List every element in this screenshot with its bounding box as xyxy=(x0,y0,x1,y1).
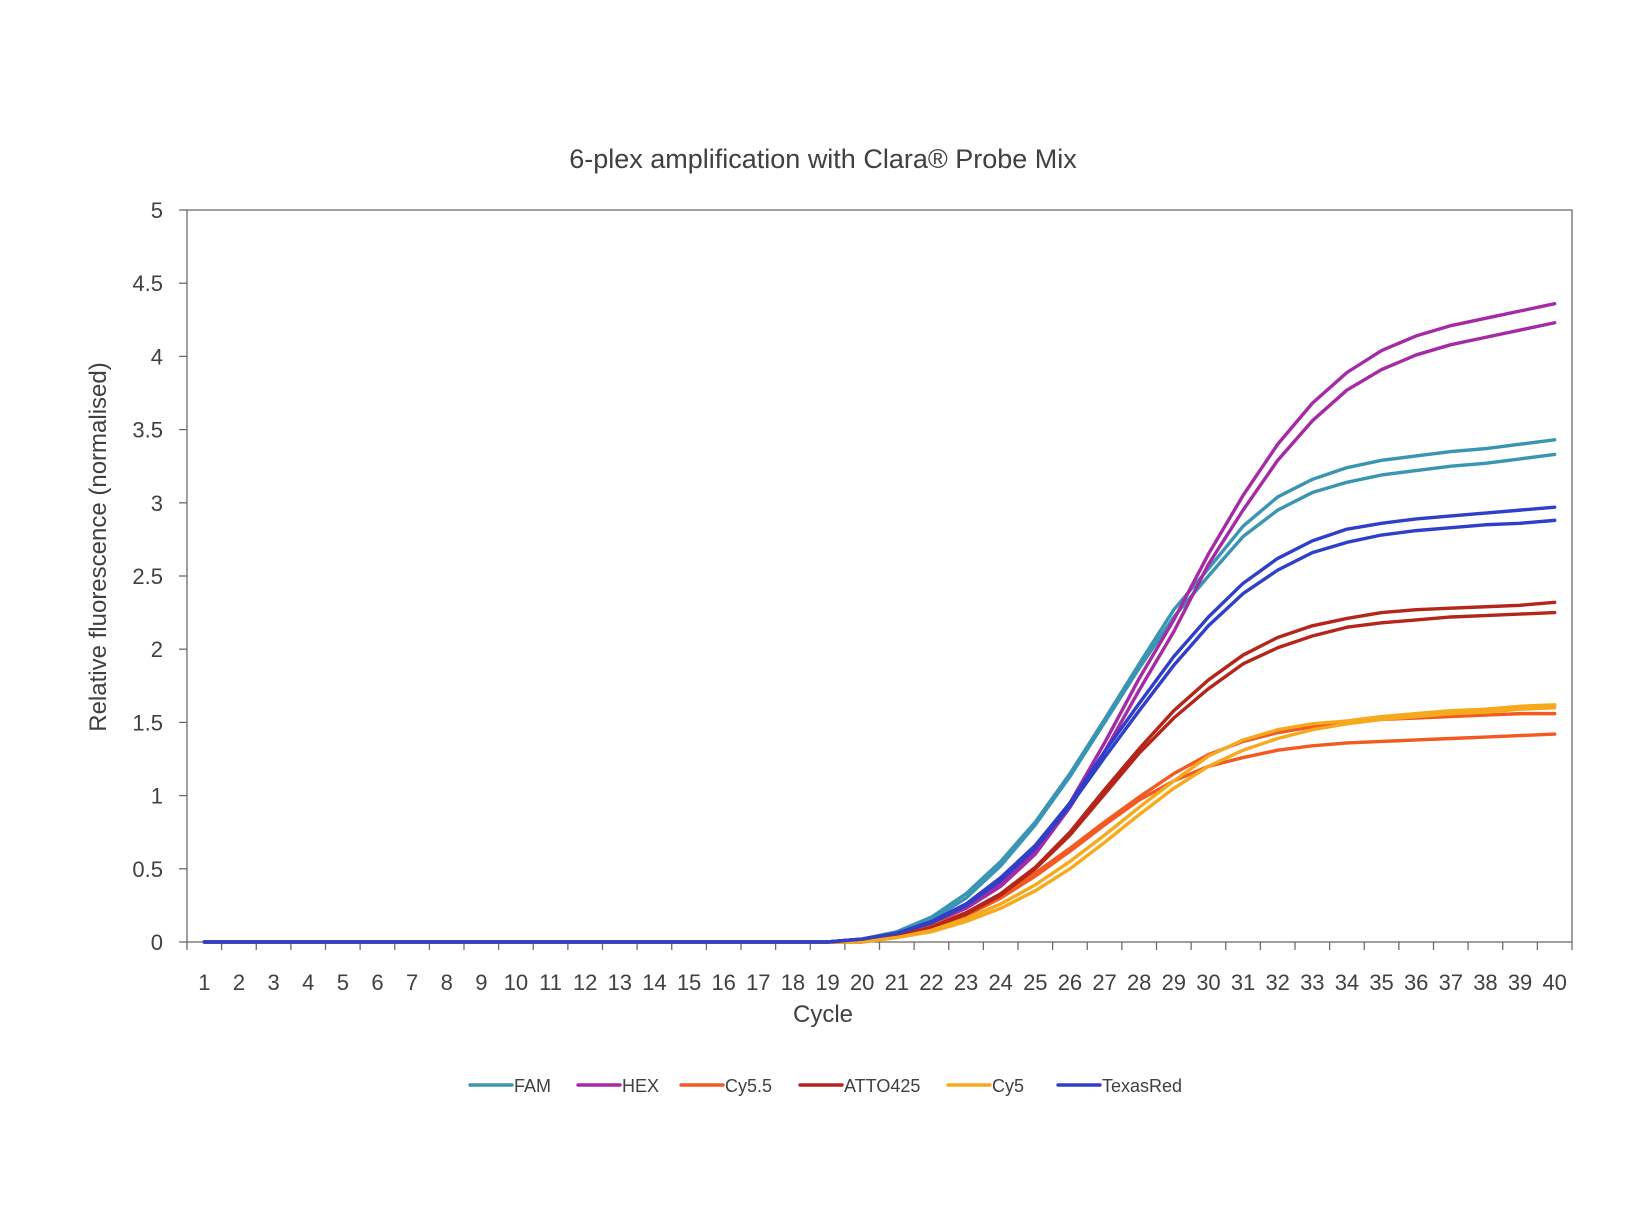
y-tick-label: 2 xyxy=(151,637,163,662)
legend: FAM HEX Cy5.5 ATTO425 Cy5 TexasRed xyxy=(468,1076,1182,1096)
legend-label-atto425: ATTO425 xyxy=(844,1076,920,1096)
x-tick-label: 16 xyxy=(711,970,735,995)
x-axis-label: Cycle xyxy=(793,1001,853,1028)
x-tick-label: 33 xyxy=(1300,970,1324,995)
x-tick-label: 31 xyxy=(1231,970,1255,995)
y-tick-label: 4 xyxy=(151,344,163,369)
series-line-atto425 xyxy=(202,600,1557,944)
x-tick-label: 37 xyxy=(1439,970,1463,995)
x-tick-label: 17 xyxy=(746,970,770,995)
series-line-texasred xyxy=(202,518,1557,944)
x-tick-label: 38 xyxy=(1473,970,1497,995)
x-tick-label: 23 xyxy=(954,970,978,995)
series-line-fam xyxy=(202,438,1557,944)
x-tick-label: 39 xyxy=(1508,970,1532,995)
y-tick-label: 0 xyxy=(151,930,163,955)
x-tick-label: 19 xyxy=(815,970,839,995)
x-tick-label: 35 xyxy=(1369,970,1393,995)
y-tick-label: 1.5 xyxy=(132,710,163,735)
chart-title: 6-plex amplification with Clara® Probe M… xyxy=(569,144,1077,174)
series-line-cy5-5 xyxy=(202,732,1557,944)
x-tick-label: 5 xyxy=(337,970,349,995)
x-tick-label: 8 xyxy=(441,970,453,995)
y-tick-label: 3 xyxy=(151,491,163,516)
x-tick-label: 32 xyxy=(1265,970,1289,995)
x-tick-label: 24 xyxy=(988,970,1012,995)
x-tick-label: 36 xyxy=(1404,970,1428,995)
x-tick-label: 26 xyxy=(1058,970,1082,995)
y-axis-label: Relative fluorescence (normalised) xyxy=(85,362,112,732)
legend-label-cy5: Cy5 xyxy=(992,1076,1024,1096)
x-tick-label: 10 xyxy=(504,970,528,995)
y-tick-label: 2.5 xyxy=(132,564,163,589)
x-tick-label: 21 xyxy=(885,970,909,995)
series-line-cy5 xyxy=(202,703,1557,944)
x-tick-label: 25 xyxy=(1023,970,1047,995)
series-line-hex xyxy=(202,302,1557,944)
series-line-hex xyxy=(202,321,1557,944)
legend-label-cy5-5: Cy5.5 xyxy=(725,1076,772,1096)
x-tick-label: 12 xyxy=(573,970,597,995)
x-tick-label: 18 xyxy=(781,970,805,995)
x-tick-label: 22 xyxy=(919,970,943,995)
x-tick-label: 13 xyxy=(608,970,632,995)
series-line-cy5-5 xyxy=(202,711,1557,944)
y-tick-label: 0.5 xyxy=(132,857,163,882)
plot-area-frame xyxy=(186,209,1573,943)
legend-label-texasred: TexasRed xyxy=(1102,1076,1182,1096)
x-tick-label: 6 xyxy=(371,970,383,995)
y-tick-label: 1 xyxy=(151,784,163,809)
x-tick-label: 20 xyxy=(850,970,874,995)
y-tick-label: 4.5 xyxy=(132,271,163,296)
x-tick-label: 28 xyxy=(1127,970,1151,995)
legend-label-hex: HEX xyxy=(622,1076,659,1096)
x-tick-label: 7 xyxy=(406,970,418,995)
x-tick-label: 14 xyxy=(642,970,666,995)
x-tick-label: 11 xyxy=(539,970,562,995)
x-tick-label: 40 xyxy=(1542,970,1566,995)
x-tick-label: 15 xyxy=(677,970,701,995)
x-tick-label: 3 xyxy=(267,970,279,995)
y-tick-label: 5 xyxy=(151,198,163,223)
x-tick-label: 2 xyxy=(233,970,245,995)
x-tick-label: 27 xyxy=(1092,970,1116,995)
x-tick-label: 30 xyxy=(1196,970,1220,995)
legend-label-fam: FAM xyxy=(514,1076,551,1096)
x-tick-label: 29 xyxy=(1162,970,1186,995)
x-tick-label: 1 xyxy=(198,970,210,995)
x-tick-label: 4 xyxy=(302,970,314,995)
x-tick-label: 9 xyxy=(475,970,487,995)
x-tick-label: 34 xyxy=(1335,970,1359,995)
y-tick-label: 3.5 xyxy=(132,418,163,443)
series-line-atto425 xyxy=(202,610,1557,944)
